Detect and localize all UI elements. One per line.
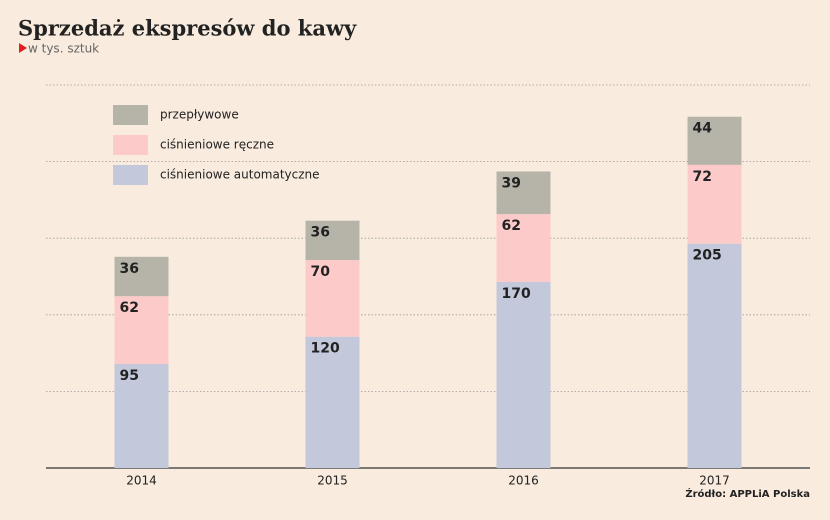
bar-segment	[305, 336, 360, 468]
bar-segment	[114, 296, 169, 365]
bar-segment	[114, 364, 169, 468]
data-label: 62	[502, 218, 521, 234]
bar-segment	[305, 220, 360, 261]
data-label: 36	[120, 261, 139, 277]
x-tick-label: 2015	[317, 474, 348, 488]
data-label: 36	[311, 225, 330, 241]
legend-label: przepływowe	[160, 108, 239, 122]
bar-segment	[687, 243, 742, 468]
x-tick-label: 2016	[508, 474, 539, 488]
data-label: 39	[502, 175, 521, 191]
data-label: 95	[120, 368, 139, 384]
subtitle-marker	[19, 43, 27, 53]
legend-label: ciśnieniowe ręczne	[160, 138, 274, 152]
bar-segment	[305, 260, 360, 337]
data-label: 120	[311, 341, 340, 357]
legend-swatch	[113, 135, 148, 155]
legend-swatch	[113, 105, 148, 125]
x-tick-label: 2017	[699, 474, 730, 488]
data-label: 72	[693, 169, 712, 185]
subtitle: w tys. sztuk	[28, 42, 99, 56]
source: Źródło: APPLiA Polska	[685, 487, 810, 500]
chart-title: Sprzedaż ekspresów do kawy	[18, 16, 357, 41]
legend-label: ciśnieniowe automatyczne	[160, 168, 320, 182]
bar-segment	[496, 171, 551, 215]
bar-segment	[496, 281, 551, 468]
data-label: 70	[311, 264, 331, 280]
data-label: 62	[120, 300, 139, 316]
data-label: 44	[693, 121, 713, 137]
bar-segment	[687, 164, 742, 244]
data-label: 205	[693, 248, 722, 264]
bar-segment	[114, 256, 169, 297]
bar-segment	[687, 116, 742, 165]
x-tick-label: 2014	[126, 474, 157, 488]
bar-segment	[496, 214, 551, 282]
legend-swatch	[113, 165, 148, 185]
data-label: 170	[502, 286, 531, 302]
